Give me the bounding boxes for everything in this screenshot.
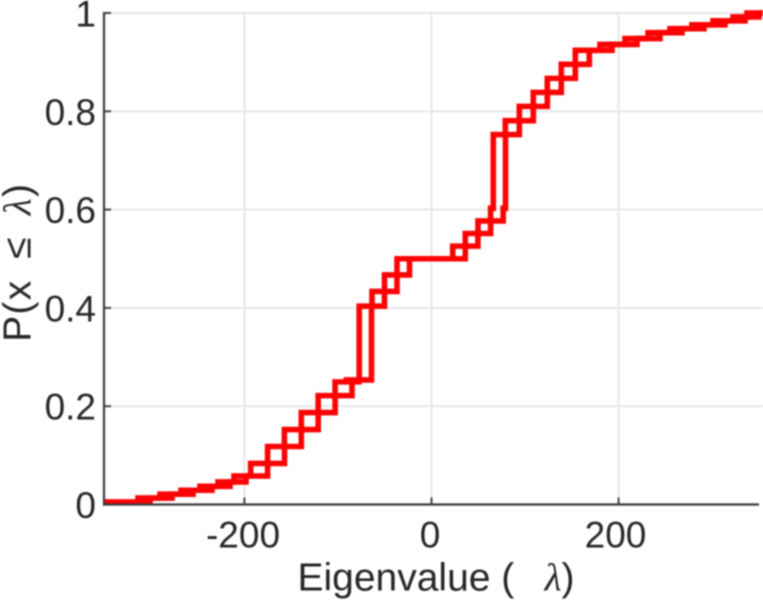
svg-text:-200: -200: [206, 515, 280, 556]
svg-text:0.6: 0.6: [45, 190, 96, 231]
svg-text:0.2: 0.2: [45, 387, 96, 428]
svg-text:0.4: 0.4: [45, 288, 96, 329]
svg-text:0: 0: [75, 485, 96, 526]
svg-text:P(x ≤ λ): P(x ≤ λ): [0, 183, 40, 342]
svg-text:Eigenvalue ( λ): Eigenvalue ( λ): [297, 557, 574, 600]
svg-text:1: 1: [75, 0, 96, 35]
svg-text:0.8: 0.8: [45, 92, 96, 133]
svg-text:200: 200: [585, 515, 647, 556]
svg-text:0: 0: [420, 515, 441, 556]
